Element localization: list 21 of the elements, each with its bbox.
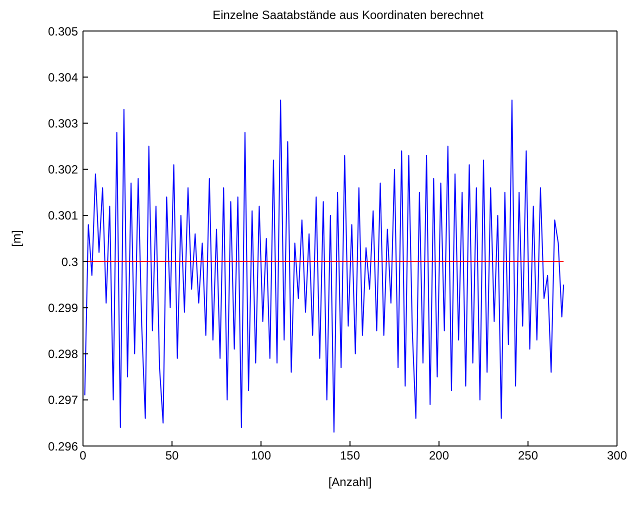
- x-tick-label: 300: [606, 448, 628, 463]
- x-tick-label: 100: [250, 448, 272, 463]
- y-tick-label: 0.3: [61, 254, 78, 269]
- x-axis-title: [Anzahl]: [328, 475, 372, 489]
- x-tick-label: 50: [165, 448, 179, 463]
- y-tick-label: 0.297: [48, 393, 78, 408]
- chart-title: Einzelne Saatabstände aus Koordinaten berechnet: [212, 8, 484, 22]
- line-series: [84, 100, 564, 433]
- x-tick-label: 150: [340, 448, 360, 463]
- y-tick-label: 0.304: [48, 70, 78, 84]
- x-tick-label: 0: [80, 448, 87, 463]
- x-tick-label: 200: [428, 448, 450, 463]
- y-tick-label: 0.296: [48, 439, 78, 454]
- y-axis-title: [m]: [9, 230, 24, 247]
- y-tick-label: 0.305: [48, 24, 78, 38]
- y-tick-label: 0.302: [48, 162, 78, 177]
- x-tick-label: 250: [518, 448, 538, 463]
- y-tick-label: 0.299: [48, 300, 78, 315]
- y-tick-label: 0.301: [48, 208, 78, 223]
- y-tick-label: 0.303: [48, 116, 78, 130]
- y-tick-label: 0.298: [48, 347, 78, 362]
